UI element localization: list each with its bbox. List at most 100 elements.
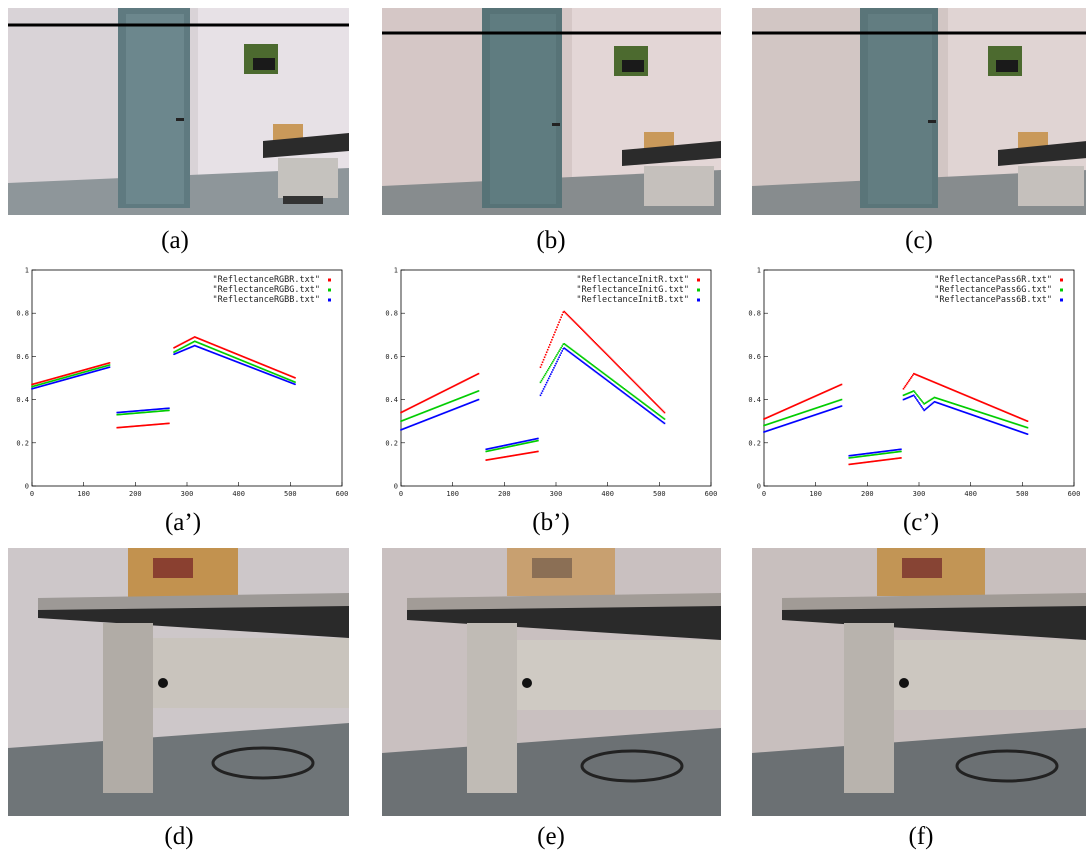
data-point <box>931 402 934 405</box>
data-point <box>293 380 295 383</box>
data-point <box>53 377 56 379</box>
data-point <box>881 459 884 462</box>
data-point <box>653 401 655 403</box>
data-point <box>826 410 828 412</box>
data-point <box>130 410 133 413</box>
data-point <box>134 412 136 415</box>
data-point <box>645 408 647 411</box>
data-point <box>563 343 566 345</box>
data-point <box>556 360 558 363</box>
data-point <box>470 392 473 395</box>
data-point <box>279 377 282 380</box>
data-point <box>809 397 812 400</box>
data-point <box>550 364 552 366</box>
data-point <box>552 369 554 371</box>
data-point <box>952 402 954 405</box>
data-point <box>945 404 947 407</box>
data-point <box>867 461 869 463</box>
data-point <box>624 393 627 395</box>
data-point <box>106 364 109 367</box>
data-point <box>449 386 452 389</box>
data-point <box>249 358 252 361</box>
data-point <box>513 454 515 457</box>
data-point <box>249 363 252 365</box>
data-point <box>80 374 83 376</box>
data-point <box>458 382 460 385</box>
data-point <box>769 429 771 431</box>
data-point <box>777 419 780 422</box>
data-point <box>628 376 631 378</box>
data-point <box>957 391 960 394</box>
data-point <box>466 403 468 405</box>
data-point <box>201 343 203 346</box>
data-point <box>414 404 417 407</box>
data-point <box>558 356 560 359</box>
data-point <box>992 421 995 424</box>
data-point <box>605 353 608 356</box>
data-point <box>780 418 783 421</box>
data-point <box>939 398 942 401</box>
data-point <box>965 407 968 409</box>
data-point <box>71 372 74 375</box>
data-point <box>775 427 778 429</box>
data-point <box>98 369 100 371</box>
data-point <box>955 408 957 411</box>
data-point <box>773 413 776 416</box>
data-point <box>511 445 513 447</box>
data-point <box>606 354 609 357</box>
y-tick-label: 0.2 <box>16 439 29 447</box>
data-point <box>822 405 824 407</box>
data-point <box>878 459 881 462</box>
data-point <box>248 362 251 365</box>
data-point <box>175 350 177 352</box>
data-point <box>871 452 873 454</box>
data-point <box>449 409 452 412</box>
data-point <box>783 424 786 426</box>
data-point <box>79 370 82 372</box>
data-point <box>453 399 456 402</box>
data-point <box>273 375 276 378</box>
data-point <box>656 404 659 407</box>
data-point <box>504 446 506 449</box>
data-point <box>492 458 495 460</box>
data-point <box>867 454 869 457</box>
data-point <box>209 350 212 353</box>
data-point <box>986 403 988 406</box>
data-point <box>445 388 448 391</box>
data-point <box>800 418 802 421</box>
data-point <box>286 374 289 376</box>
data-point <box>999 409 1002 411</box>
data-point <box>434 394 436 397</box>
data-point <box>186 344 189 346</box>
data-point <box>63 379 65 381</box>
data-point <box>430 417 432 419</box>
data-point <box>996 422 999 425</box>
data-point <box>105 365 108 367</box>
data-point <box>923 377 925 379</box>
data-point <box>286 380 289 383</box>
data-point <box>926 407 929 409</box>
data-point <box>977 410 979 413</box>
room-scene-a <box>8 8 349 215</box>
data-point <box>924 408 926 411</box>
data-point <box>996 407 999 410</box>
data-point <box>237 353 239 356</box>
data-point <box>930 398 933 401</box>
data-point <box>999 418 1002 420</box>
data-point <box>621 369 623 371</box>
data-point <box>855 456 858 458</box>
data-point <box>53 381 56 384</box>
data-point <box>602 376 605 379</box>
data-point <box>218 350 221 353</box>
data-point <box>659 419 662 422</box>
data-point <box>231 351 233 353</box>
data-point <box>474 400 477 402</box>
data-point <box>876 460 878 462</box>
data-point <box>594 341 597 344</box>
data-point <box>1013 422 1015 425</box>
data-point <box>836 385 839 388</box>
data-point <box>624 388 627 391</box>
data-point <box>99 368 101 371</box>
data-point <box>127 410 130 413</box>
data-point <box>189 346 192 349</box>
